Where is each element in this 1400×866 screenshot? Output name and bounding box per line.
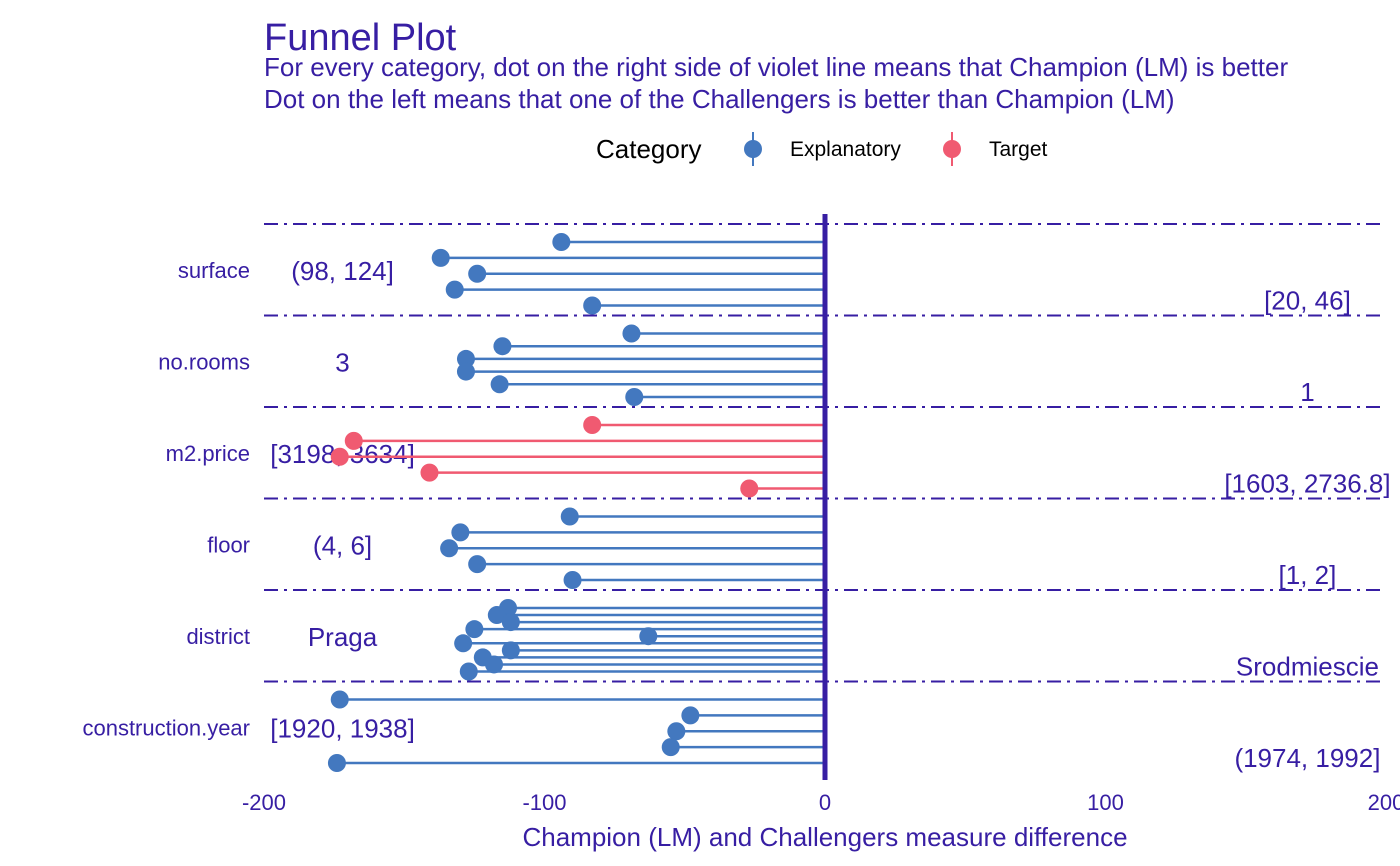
right-level-label-m2-price: [1603, 2736.8]: [1224, 469, 1390, 499]
y-tick-label-construction-year: construction.year: [82, 715, 250, 740]
right-level-label-construction-year: (1974, 1992]: [1234, 743, 1380, 773]
point-construction-year: [661, 738, 680, 757]
point-surface: [552, 233, 571, 251]
point-m2-price: [583, 416, 602, 434]
point-floor: [451, 523, 470, 542]
point-district: [465, 620, 484, 639]
legend-title: Category: [596, 134, 702, 164]
point-district: [459, 662, 478, 681]
point-no-rooms: [456, 349, 475, 368]
point-district: [639, 627, 658, 646]
left-level-label-construction-year: [1920, 1938]: [270, 713, 415, 743]
y-tick-label-surface: surface: [178, 258, 250, 283]
point-floor: [440, 539, 459, 558]
x-axis-label: Champion (LM) and Challengers measure di…: [522, 822, 1127, 852]
left-level-label-district: Praga: [308, 622, 378, 652]
point-m2-price: [344, 431, 363, 450]
y-tick-label-no-rooms: no.rooms: [158, 349, 250, 374]
point-surface: [583, 296, 602, 315]
chart-title: Funnel Plot: [264, 17, 457, 59]
point-m2-price: [420, 463, 439, 482]
point-floor: [560, 507, 579, 526]
right-level-label-surface: [20, 46]: [1264, 286, 1351, 316]
point-construction-year: [330, 690, 349, 709]
right-level-label-floor: [1, 2]: [1279, 560, 1337, 590]
point-surface: [468, 264, 487, 283]
point-district: [454, 634, 473, 653]
left-level-label-surface: (98, 124]: [291, 256, 394, 286]
x-tick-label: -100: [522, 790, 566, 815]
y-tick-label-floor: floor: [207, 532, 250, 557]
chart-subtitle-line-2: Dot on the left means that one of the Ch…: [264, 84, 1175, 114]
point-construction-year: [667, 722, 686, 741]
legend-label-target: Target: [989, 138, 1048, 161]
point-no-rooms: [493, 337, 512, 356]
point-m2-price: [740, 479, 759, 498]
point-district: [501, 641, 520, 660]
point-no-rooms: [490, 375, 509, 394]
right-level-label-no-rooms: 1: [1300, 377, 1314, 407]
y-tick-label-district: district: [186, 624, 250, 649]
point-no-rooms: [622, 324, 641, 343]
x-tick-label: 100: [1087, 790, 1124, 815]
point-no-rooms: [456, 362, 475, 381]
legend: Category Explanatory Target: [596, 132, 1048, 166]
x-tick-label: -200: [242, 790, 286, 815]
point-district: [485, 655, 504, 674]
left-level-label-no-rooms: 3: [335, 347, 349, 377]
x-tick-label: 0: [819, 790, 831, 815]
point-construction-year: [327, 754, 346, 772]
point-floor: [468, 555, 487, 574]
x-axis: surface no.rooms m2.price floor district cons…: [82, 258, 1400, 815]
right-level-label-district: Srodmiescie: [1236, 652, 1379, 682]
point-m2-price: [330, 447, 349, 466]
point-floor: [563, 571, 582, 589]
point-district: [501, 613, 520, 632]
legend-label-explanatory: Explanatory: [790, 138, 901, 161]
y-tick-label-m2-price: m2.price: [166, 441, 250, 466]
point-district: [487, 606, 506, 625]
point-no-rooms: [625, 388, 644, 406]
plot-area: (98, 124][20, 46]31[3198, 3634][1603, 27…: [264, 214, 1391, 780]
x-tick-label: 200: [1368, 790, 1400, 815]
chart-subtitle-line-1: For every category, dot on the right sid…: [264, 52, 1288, 82]
point-construction-year: [681, 706, 700, 725]
left-level-label-floor: (4, 6]: [313, 530, 372, 560]
legend-key-target: [943, 132, 961, 166]
point-surface: [431, 248, 450, 267]
legend-key-explanatory: [744, 132, 762, 166]
point-surface: [445, 280, 464, 299]
